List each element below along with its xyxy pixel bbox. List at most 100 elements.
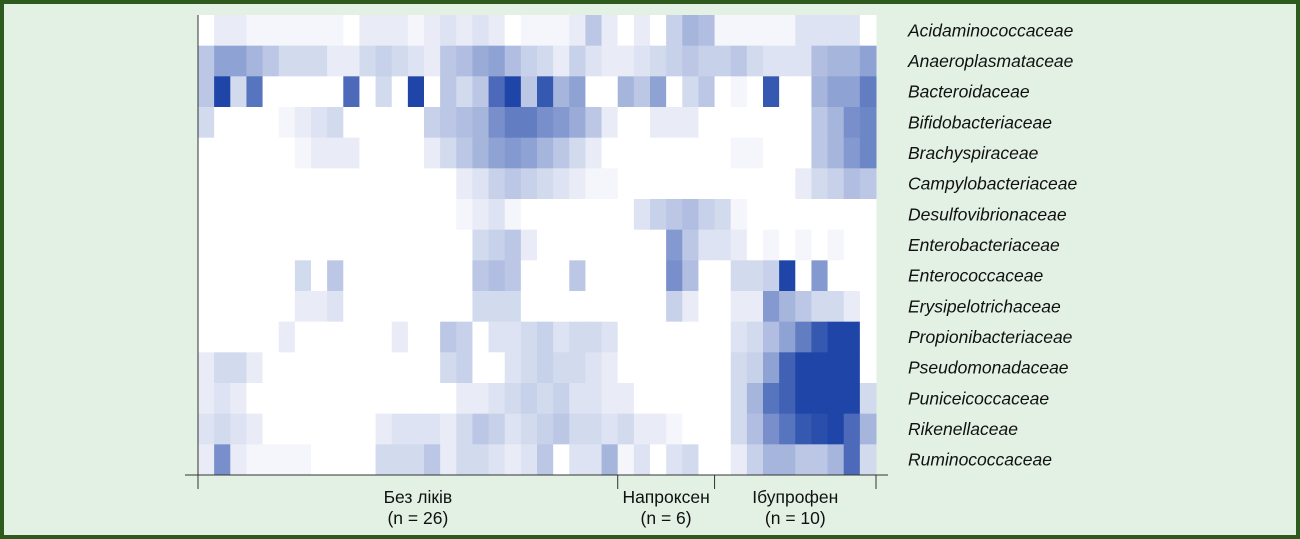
heatmap-cell [504, 383, 522, 415]
heatmap-cell [375, 321, 393, 353]
heatmap-cell [230, 291, 247, 323]
heatmap-cell [198, 199, 215, 231]
heatmap-cell [811, 229, 829, 261]
heatmap-cell [779, 107, 796, 139]
heatmap-cell [843, 76, 861, 108]
heatmap-cell [795, 291, 812, 323]
heatmap-cell [811, 444, 829, 476]
heatmap-cell [311, 444, 328, 476]
heatmap-cell [859, 168, 877, 200]
heatmap-cell [763, 413, 780, 445]
heatmap-cell [504, 168, 522, 200]
heatmap-cell [650, 383, 667, 415]
heatmap-cell [553, 413, 570, 445]
heatmap-cell [230, 229, 247, 261]
heatmap-cell [537, 260, 554, 292]
heatmap-cell [520, 383, 538, 415]
group-count-label: (n = 10) [765, 508, 826, 528]
heatmap-cell [198, 321, 215, 353]
heatmap-cell [730, 76, 748, 108]
heatmap-cell [214, 444, 231, 476]
heatmap-cell [456, 137, 473, 169]
heatmap-cell [811, 137, 829, 169]
heatmap-cell [359, 168, 377, 200]
heatmap-cell [666, 15, 683, 47]
heatmap-cell [843, 199, 861, 231]
heatmap-cell [359, 45, 377, 77]
heatmap-cell [843, 45, 861, 77]
heatmap-cell [585, 352, 603, 384]
heatmap-cell [198, 168, 215, 200]
heatmap-cell [633, 321, 651, 353]
heatmap-cell [714, 321, 732, 353]
heatmap-cell [375, 137, 393, 169]
heatmap-cell [779, 291, 796, 323]
heatmap-cell [795, 229, 812, 261]
heatmap-cell [424, 352, 441, 384]
heatmap-cell [537, 15, 554, 47]
heatmap-cell [827, 199, 845, 231]
heatmap-cell [779, 260, 796, 292]
heatmap-cell [246, 260, 264, 292]
heatmap-cell [730, 321, 748, 353]
row-label: Bifidobacteriaceae [908, 112, 1052, 132]
heatmap-cell [795, 352, 812, 384]
heatmap-cell [359, 76, 377, 108]
heatmap-cell [682, 137, 699, 169]
heatmap-cell [246, 45, 264, 77]
heatmap-cell [682, 260, 699, 292]
heatmap-cell [294, 444, 312, 476]
heatmap-cell [456, 107, 473, 139]
heatmap-cell [375, 107, 393, 139]
heatmap-cell [488, 413, 506, 445]
heatmap-cell [311, 168, 328, 200]
heatmap-cell [714, 413, 732, 445]
heatmap-cell [246, 107, 264, 139]
heatmap-cell [424, 76, 441, 108]
heatmap-cell [666, 383, 683, 415]
heatmap-cell [827, 137, 845, 169]
heatmap-cell [714, 168, 732, 200]
heatmap-cell [859, 107, 877, 139]
heatmap-cell [407, 45, 425, 77]
heatmap-cell [537, 137, 554, 169]
heatmap-cell [391, 137, 409, 169]
heatmap-cell [424, 413, 441, 445]
heatmap-cell [278, 444, 296, 476]
heatmap-cell [198, 444, 215, 476]
heatmap-cell [311, 45, 328, 77]
heatmap-cell [633, 260, 651, 292]
heatmap-cell [811, 413, 829, 445]
heatmap-cell [617, 15, 635, 47]
heatmap-cell [456, 444, 473, 476]
heatmap-cell [198, 76, 215, 108]
heatmap-cell [456, 291, 473, 323]
heatmap-cell [311, 291, 328, 323]
heatmap-cell [617, 199, 635, 231]
heatmap-cell [327, 413, 344, 445]
heatmap-cell [617, 321, 635, 353]
heatmap-cell [827, 15, 845, 47]
heatmap-cell [520, 291, 538, 323]
heatmap-cell [520, 45, 538, 77]
heatmap-cell [198, 352, 215, 384]
heatmap-cell [569, 15, 586, 47]
heatmap-cell [230, 76, 247, 108]
heatmap-cell [375, 413, 393, 445]
heatmap-cell [730, 229, 748, 261]
heatmap-cell [650, 137, 667, 169]
heatmap-cell [537, 107, 554, 139]
heatmap-cell [488, 229, 506, 261]
heatmap-cell [262, 199, 280, 231]
heatmap-cell [553, 383, 570, 415]
heatmap-cell [214, 352, 231, 384]
heatmap-cell [294, 321, 312, 353]
heatmap-cell [198, 15, 215, 47]
heatmap-cell [827, 45, 845, 77]
heatmap-cell [343, 260, 360, 292]
heatmap-cell [424, 229, 441, 261]
heatmap-cell [746, 444, 764, 476]
heatmap-cell [440, 352, 457, 384]
heatmap-cell [424, 45, 441, 77]
heatmap-cell [294, 229, 312, 261]
